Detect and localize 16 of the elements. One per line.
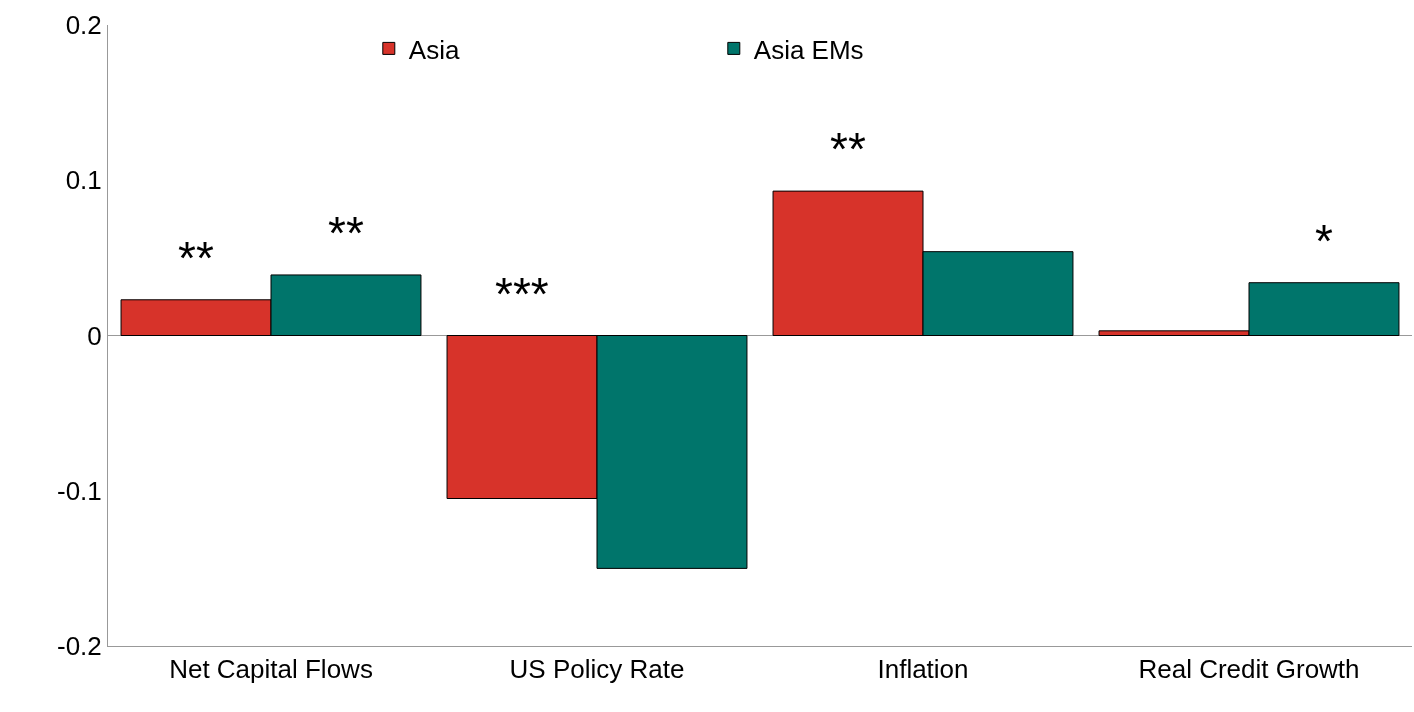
y-tick-label: 0: [87, 320, 102, 351]
data-label: *: [1315, 215, 1333, 267]
x-tick-label: US Policy Rate: [509, 654, 685, 685]
y-tick-label: -0.1: [56, 475, 102, 506]
data-label: ***: [495, 268, 549, 320]
data-label: **: [328, 207, 364, 259]
data-label: **: [830, 123, 866, 175]
legend-label: Asia: [408, 34, 460, 65]
y-tick-label: 0.2: [65, 10, 102, 41]
x-tick-label: Real Credit Growth: [1138, 654, 1360, 685]
y-tick-label: -0.2: [56, 631, 102, 662]
legend-label: Asia EMs: [753, 34, 864, 65]
data-label: **: [178, 232, 214, 284]
y-tick-label: 0.1: [65, 165, 102, 196]
x-tick-label: Net Capital Flows: [169, 654, 373, 685]
x-tick-label: Inflation: [877, 654, 969, 685]
